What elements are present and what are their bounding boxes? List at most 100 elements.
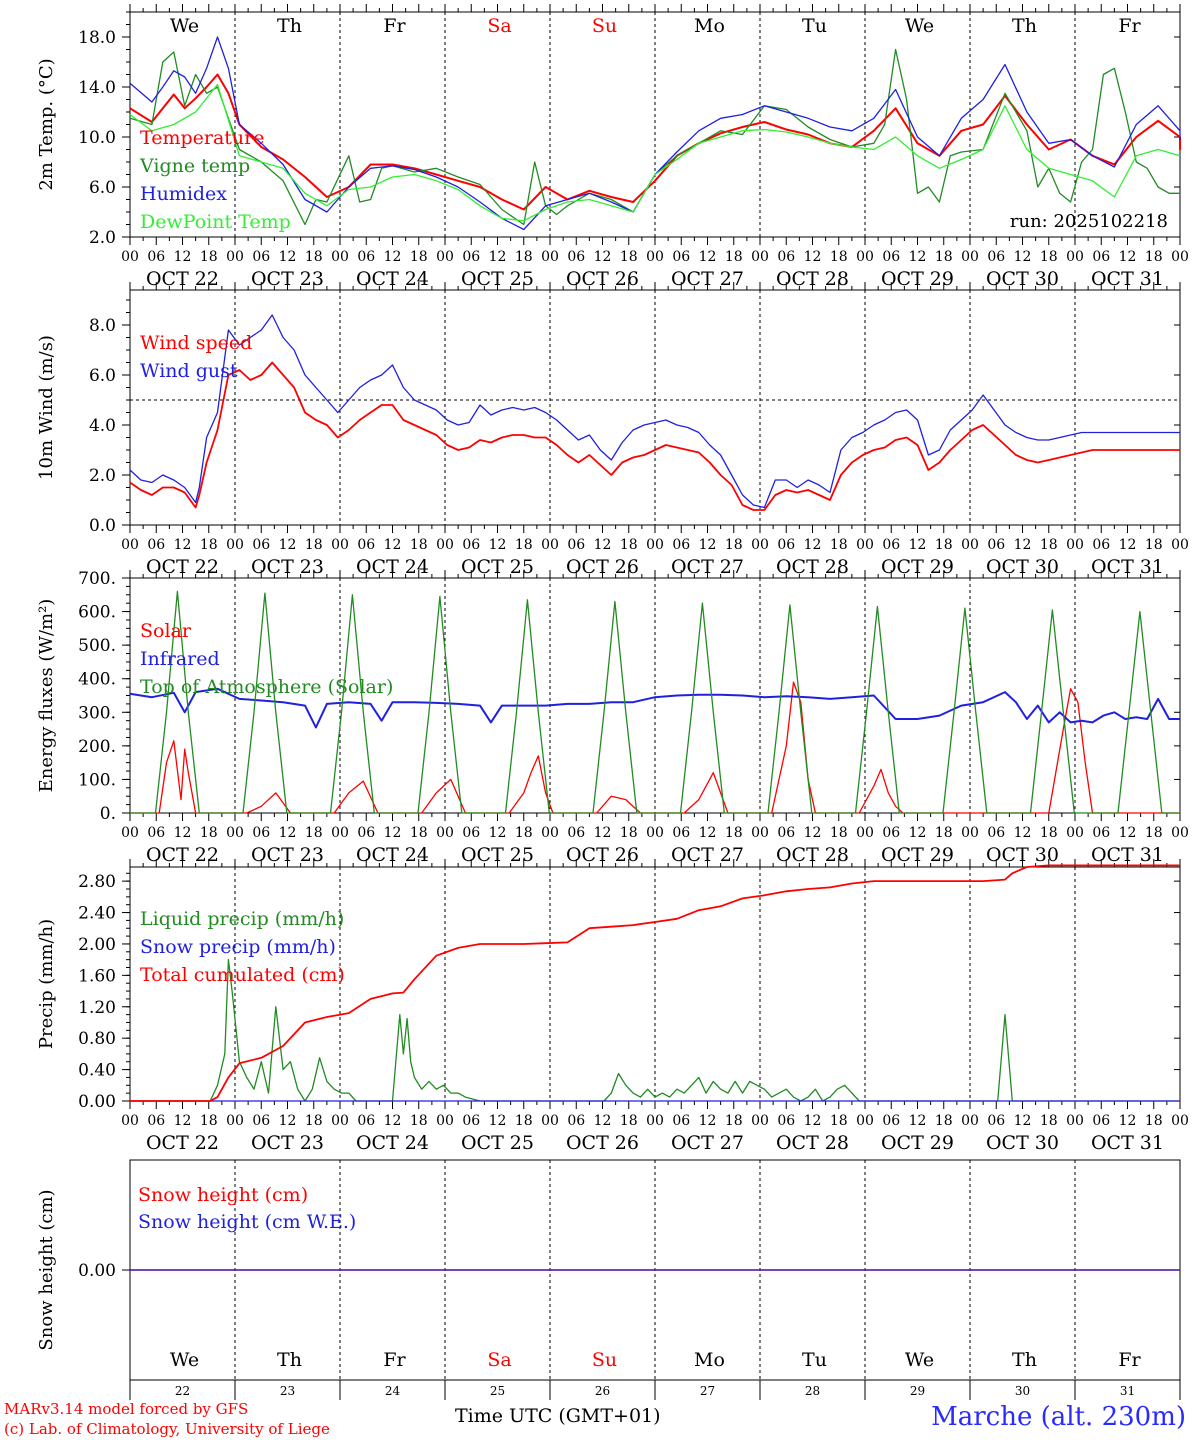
x-hour-label: 06 bbox=[672, 537, 690, 553]
x-hour-label: 12 bbox=[1014, 249, 1032, 265]
x-hour-label: 12 bbox=[699, 1113, 717, 1129]
x-hour-label: 12 bbox=[699, 537, 717, 553]
x-hour-label: 00 bbox=[541, 537, 559, 553]
day-name-label: Fr bbox=[383, 1349, 406, 1371]
y-tick-label: 0.00 bbox=[78, 1092, 116, 1112]
day-name-label: Su bbox=[592, 1349, 617, 1371]
x-date-label: OCT 27 bbox=[671, 844, 744, 866]
x-date-label: OCT 29 bbox=[881, 268, 954, 290]
x-date-label: OCT 30 bbox=[986, 556, 1059, 578]
y-tick-label: 0.80 bbox=[78, 1029, 116, 1049]
x-hour-label: 12 bbox=[909, 1113, 927, 1129]
x-hour-label: 18 bbox=[935, 825, 953, 841]
x-hour-label: 00 bbox=[436, 249, 454, 265]
x-date-label: OCT 24 bbox=[356, 556, 429, 578]
x-hour-label: 00 bbox=[331, 537, 349, 553]
x-hour-label: 06 bbox=[672, 825, 690, 841]
y-tick-label: 0.0 bbox=[89, 516, 116, 536]
x-date-label: OCT 28 bbox=[776, 844, 849, 866]
x-hour-label: 06 bbox=[882, 249, 900, 265]
x-hour-label: 00 bbox=[961, 825, 979, 841]
x-hour-label: 00 bbox=[226, 1113, 244, 1129]
x-hour-label: 12 bbox=[489, 825, 507, 841]
x-date-label: OCT 30 bbox=[986, 1132, 1059, 1154]
date-number-label: 24 bbox=[385, 1384, 401, 1398]
legend-entry: Wind gust bbox=[140, 360, 238, 382]
y-tick-label: 200. bbox=[78, 737, 116, 757]
x-hour-label: 18 bbox=[830, 249, 848, 265]
x-hour-label: 00 bbox=[121, 1113, 139, 1129]
x-hour-label: 06 bbox=[147, 249, 165, 265]
day-name-label: Th bbox=[277, 1349, 302, 1371]
x-hour-label: 12 bbox=[1119, 1113, 1137, 1129]
day-name-label: Su bbox=[592, 15, 617, 37]
x-hour-label: 18 bbox=[200, 249, 218, 265]
x-date-label: OCT 23 bbox=[251, 1132, 324, 1154]
x-hour-label: 00 bbox=[541, 1113, 559, 1129]
y-tick-label: 2.40 bbox=[78, 904, 116, 924]
x-hour-label: 18 bbox=[725, 537, 743, 553]
x-hour-label: 18 bbox=[410, 825, 428, 841]
x-hour-label: 12 bbox=[384, 537, 402, 553]
x-hour-label: 18 bbox=[620, 249, 638, 265]
x-hour-label: 00 bbox=[751, 1113, 769, 1129]
x-hour-label: 06 bbox=[1092, 249, 1110, 265]
x-hour-label: 12 bbox=[489, 1113, 507, 1129]
x-hour-label: 18 bbox=[830, 825, 848, 841]
series-line-top-of-atmosphere-solar- bbox=[130, 590, 1180, 814]
y-tick-label: 1.20 bbox=[78, 998, 116, 1018]
y-tick-label: 2.0 bbox=[89, 466, 116, 486]
y-tick-label: 6.0 bbox=[89, 178, 116, 198]
x-date-label: OCT 25 bbox=[461, 1132, 534, 1154]
day-name-label: Th bbox=[1012, 1349, 1037, 1371]
x-hour-label: 00 bbox=[856, 1113, 874, 1129]
x-hour-label: 18 bbox=[515, 537, 533, 553]
x-hour-label: 06 bbox=[462, 249, 480, 265]
y-axis-title: 10m Wind (m/s) bbox=[36, 335, 57, 480]
x-hour-label: 00 bbox=[121, 249, 139, 265]
x-hour-label: 06 bbox=[777, 537, 795, 553]
x-hour-label: 12 bbox=[174, 537, 192, 553]
date-number-label: 30 bbox=[1015, 1384, 1030, 1398]
day-name-label: Tu bbox=[802, 1349, 827, 1371]
x-hour-label: 12 bbox=[384, 249, 402, 265]
x-hour-label: 06 bbox=[1092, 1113, 1110, 1129]
x-hour-label: 00 bbox=[331, 249, 349, 265]
series-line-total-cumulated-cm- bbox=[130, 864, 1180, 1102]
x-hour-label: 00 bbox=[856, 249, 874, 265]
x-hour-label: 12 bbox=[804, 537, 822, 553]
day-name-label: We bbox=[170, 1349, 199, 1371]
x-hour-label: 00 bbox=[1171, 537, 1189, 553]
x-hour-label: 12 bbox=[279, 1113, 297, 1129]
day-name-label: We bbox=[905, 1349, 934, 1371]
x-date-label: OCT 23 bbox=[251, 268, 324, 290]
x-hour-label: 06 bbox=[777, 1113, 795, 1129]
x-hour-label: 06 bbox=[567, 537, 585, 553]
y-tick-label: 400. bbox=[78, 670, 116, 690]
x-hour-label: 06 bbox=[462, 1113, 480, 1129]
x-hour-label: 00 bbox=[1066, 825, 1084, 841]
x-date-label: OCT 30 bbox=[986, 268, 1059, 290]
legend-entry: Snow height (cm W.E.) bbox=[138, 1211, 356, 1233]
x-hour-label: 06 bbox=[462, 825, 480, 841]
x-hour-label: 12 bbox=[699, 249, 717, 265]
x-hour-label: 18 bbox=[1040, 537, 1058, 553]
x-hour-label: 00 bbox=[646, 249, 664, 265]
x-hour-label: 06 bbox=[147, 1113, 165, 1129]
y-tick-label: 2.00 bbox=[78, 935, 116, 955]
x-hour-label: 18 bbox=[305, 249, 323, 265]
x-hour-label: 18 bbox=[410, 1113, 428, 1129]
x-hour-label: 18 bbox=[1040, 1113, 1058, 1129]
y-tick-label: 2.0 bbox=[89, 228, 116, 248]
day-name-label: Sa bbox=[487, 15, 511, 37]
y-tick-label: 0.00 bbox=[78, 1261, 116, 1281]
x-hour-label: 18 bbox=[1145, 1113, 1163, 1129]
x-hour-label: 18 bbox=[620, 1113, 638, 1129]
x-date-label: OCT 27 bbox=[671, 268, 744, 290]
y-axis-title: Snow height (cm) bbox=[36, 1189, 57, 1350]
x-hour-label: 12 bbox=[384, 825, 402, 841]
x-hour-label: 00 bbox=[436, 537, 454, 553]
x-hour-label: 00 bbox=[331, 825, 349, 841]
x-hour-label: 12 bbox=[1014, 825, 1032, 841]
y-tick-label: 700. bbox=[78, 569, 116, 589]
